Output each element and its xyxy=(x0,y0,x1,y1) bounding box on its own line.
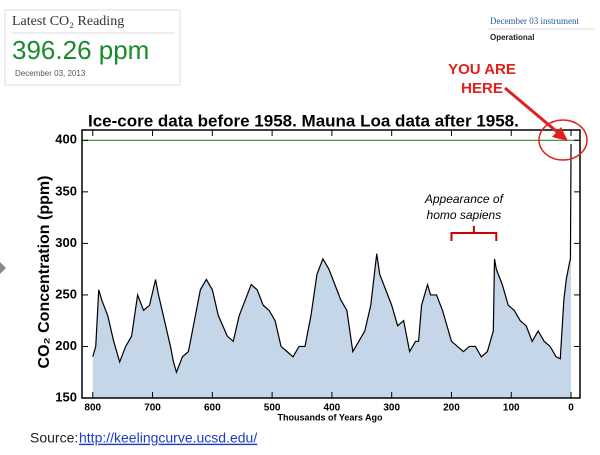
y-tick-label: 200 xyxy=(55,338,77,353)
y-axis-label: CO₂ Concentration (ppm) xyxy=(36,176,53,369)
callout-circle xyxy=(538,119,588,161)
y-tick-label: 250 xyxy=(55,286,77,301)
annotation-text: homo sapiens xyxy=(427,208,502,222)
widget-box xyxy=(4,9,181,86)
x-axis-label: Thousands of Years Ago xyxy=(277,412,383,422)
callout-arrowhead xyxy=(552,127,568,141)
callout-arrow xyxy=(504,86,563,138)
side-arrow xyxy=(0,262,6,274)
callout-text: YOU ARE xyxy=(448,61,516,78)
y-tick-label: 400 xyxy=(55,132,77,147)
x-tick-label: 500 xyxy=(264,403,281,414)
area-fill xyxy=(92,144,572,398)
callout-text: HERE xyxy=(461,80,503,97)
data-line xyxy=(92,144,572,375)
plot-frame xyxy=(81,129,581,399)
source-link-anchor[interactable]: http://keelingcurve.ucsd.edu/ xyxy=(79,430,257,446)
widget-title: Latest CO₂ Reading xyxy=(12,14,124,29)
x-tick-label: 800 xyxy=(84,403,101,414)
status-instrument: December 03 instrument xyxy=(490,16,579,26)
source-label: Source: xyxy=(30,430,78,446)
widget-date: December 03, 2013 xyxy=(15,69,86,78)
x-tick-label: 100 xyxy=(503,403,520,414)
y-tick-label: 300 xyxy=(55,235,77,250)
x-tick-label: 400 xyxy=(324,403,341,414)
source-link[interactable]: http://keelingcurve.ucsd.edu/ xyxy=(79,430,257,446)
y-tick-label: 150 xyxy=(55,389,77,404)
y-tick-label: 350 xyxy=(55,183,77,198)
widget-reading: 396.26 ppm xyxy=(12,35,149,65)
status-state: Operational xyxy=(490,33,534,42)
x-tick-label: 700 xyxy=(144,403,161,414)
x-tick-label: 600 xyxy=(204,403,221,414)
annotation-bracket xyxy=(450,226,498,241)
x-tick-label: 200 xyxy=(443,403,460,414)
x-tick-label: 0 xyxy=(568,403,574,414)
x-tick-label: 300 xyxy=(383,403,400,414)
chart-title: Ice-core data before 1958. Mauna Loa dat… xyxy=(88,111,519,130)
annotation-text: Appearance of xyxy=(424,192,505,206)
